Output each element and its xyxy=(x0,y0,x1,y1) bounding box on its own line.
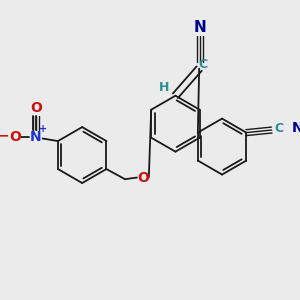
Text: −: − xyxy=(0,128,10,142)
Text: O: O xyxy=(9,130,21,144)
Text: N: N xyxy=(291,121,300,134)
Text: O: O xyxy=(137,170,149,184)
Text: N: N xyxy=(194,20,206,34)
Text: N: N xyxy=(30,130,42,144)
Text: O: O xyxy=(30,101,42,115)
Text: C: C xyxy=(198,58,207,71)
Text: C: C xyxy=(275,122,284,135)
Text: H: H xyxy=(158,81,169,94)
Text: +: + xyxy=(40,124,48,134)
